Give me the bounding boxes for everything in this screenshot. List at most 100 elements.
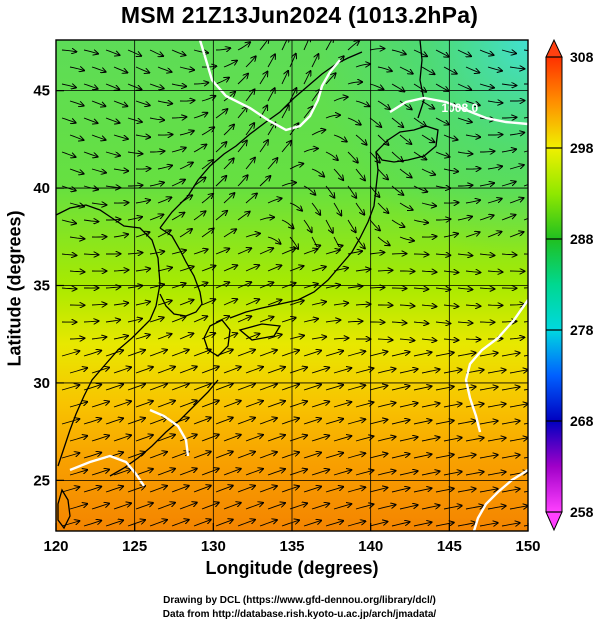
streamline-arrow <box>245 367 263 374</box>
streamline-arrow <box>421 100 434 109</box>
streamline-arrow <box>157 367 175 374</box>
streamline-arrow <box>487 166 502 169</box>
streamline-arrow <box>413 420 432 425</box>
streamline-arrow <box>149 49 163 56</box>
streamline-arrow <box>135 200 150 203</box>
streamline-arrow <box>237 107 247 119</box>
streamline-arrow <box>435 489 454 493</box>
streamline-arrow <box>113 66 127 73</box>
streamline-arrow <box>127 384 145 391</box>
streamline-arrow <box>193 384 211 391</box>
streamline-arrow <box>325 250 340 255</box>
streamline-arrow <box>311 130 325 136</box>
streamline-arrow <box>91 100 105 106</box>
streamline-arrow <box>69 470 87 476</box>
streamline-arrow <box>179 100 194 101</box>
streamline-arrow <box>501 455 520 458</box>
streamline-arrow <box>83 419 101 425</box>
streamline-arrow <box>391 83 404 92</box>
streamline-arrow <box>413 488 432 493</box>
streamline-arrow <box>245 89 255 102</box>
streamline-arrow <box>135 367 153 374</box>
streamline-arrow <box>347 487 365 493</box>
streamline-arrow <box>215 384 233 391</box>
streamline-arrow <box>69 271 84 272</box>
streamline-arrow <box>127 350 145 357</box>
streamline-arrow <box>509 370 528 373</box>
streamline-arrow <box>523 49 528 51</box>
streamline-arrow <box>215 418 233 425</box>
streamline-arrow <box>113 270 128 271</box>
streamline-arrow <box>311 267 326 272</box>
streamline-arrow <box>369 420 387 425</box>
streamline-arrow <box>69 67 84 70</box>
streamline-arrow <box>223 61 237 68</box>
streamline-arrow <box>355 134 367 145</box>
colorbar-tick-label: 308 <box>570 49 594 65</box>
streamline-arrow <box>413 454 432 459</box>
streamline-arrow <box>157 101 172 104</box>
streamline-arrow <box>303 249 318 255</box>
streamline-arrow <box>501 254 516 255</box>
streamline-arrow <box>215 452 233 459</box>
streamline-arrow <box>333 168 343 180</box>
streamline-arrow <box>281 40 288 51</box>
streamline-arrow <box>179 503 197 510</box>
streamline-arrow <box>355 168 365 180</box>
streamline-arrow <box>457 455 476 458</box>
streamline-arrow <box>391 151 403 162</box>
streamline-arrow <box>399 66 413 74</box>
streamline-arrow <box>223 367 241 374</box>
streamline-arrow <box>435 322 450 324</box>
streamline-arrow <box>113 469 131 476</box>
streamline-arrow <box>105 418 123 425</box>
streamline-arrow <box>113 303 128 305</box>
streamline-arrow <box>171 148 186 153</box>
streamline-arrow <box>311 302 326 305</box>
streamline-arrow <box>157 435 175 442</box>
streamline-arrow <box>399 403 418 408</box>
streamline-arrow <box>91 168 106 173</box>
streamline-arrow <box>135 469 153 476</box>
streamline-arrow <box>523 184 528 187</box>
coast-sakhalin <box>417 40 425 119</box>
streamline-arrow <box>391 49 406 54</box>
streamline-arrow <box>245 265 259 272</box>
streamline-arrow <box>443 370 462 374</box>
streamline-arrow <box>465 472 484 475</box>
streamline-arrow <box>281 486 299 493</box>
contour-line-east <box>464 299 528 433</box>
streamline-arrow <box>83 151 98 157</box>
streamline-arrow <box>237 452 255 459</box>
streamline-arrow <box>91 134 106 140</box>
streamline-arrow <box>149 284 164 288</box>
streamline-arrow <box>377 339 392 340</box>
credit-data: Data from http://database.rish.kyoto-u.a… <box>162 609 437 620</box>
streamline-arrow <box>311 337 326 339</box>
colorbar-tick-label: 298 <box>570 140 594 156</box>
streamline-arrow <box>457 489 476 492</box>
streamline-arrow <box>435 523 454 527</box>
streamline-arrow <box>179 333 193 340</box>
streamline-arrow <box>509 404 528 407</box>
streamline-arrow <box>303 521 321 527</box>
streamline-arrow <box>369 386 387 391</box>
streamline-arrow <box>237 74 248 85</box>
streamline-arrow <box>69 504 87 510</box>
streamline-arrow <box>487 370 506 373</box>
streamline-arrow <box>509 198 524 204</box>
coast-china-east <box>57 325 145 467</box>
streamline-arrow <box>201 435 219 442</box>
streamline-arrow <box>303 219 312 232</box>
streamline-arrow <box>303 149 318 153</box>
streamline-arrow <box>259 418 277 425</box>
streamline-arrow <box>399 100 412 109</box>
streamline-arrow <box>193 145 206 153</box>
streamline-arrow <box>391 420 410 425</box>
streamline-arrow <box>245 334 259 340</box>
streamline-arrow <box>443 134 458 140</box>
streamline-arrow <box>83 351 101 357</box>
streamline-arrow <box>215 249 229 255</box>
streamline-arrow <box>289 236 298 249</box>
streamline-arrow <box>413 322 428 324</box>
